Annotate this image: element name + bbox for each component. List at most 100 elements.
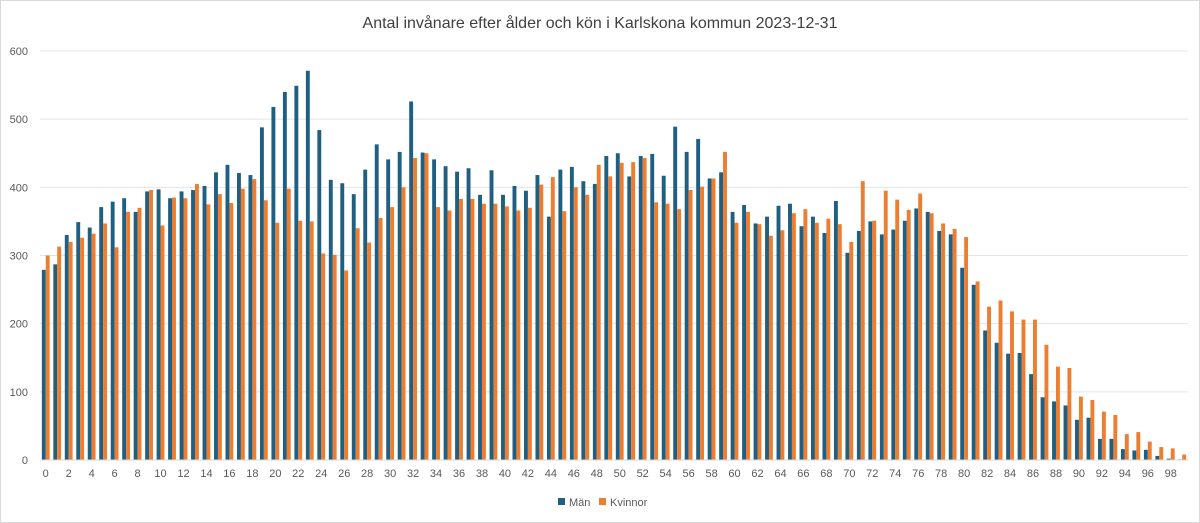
bar-kvinnor-age-37	[470, 198, 475, 460]
bar-kvinnor-age-43	[539, 184, 544, 460]
bar-kvinnor-age-40	[504, 206, 509, 460]
bar-man-age-85	[1017, 352, 1022, 460]
x-tick-label: 92	[1096, 468, 1108, 480]
bar-man-age-73	[879, 234, 884, 460]
bar-man-age-46	[569, 166, 574, 460]
bar-kvinnor-age-38	[481, 203, 486, 460]
bar-man-age-52	[638, 155, 643, 460]
bar-man-age-74	[891, 229, 896, 460]
bar-kvinnor-age-27	[355, 228, 360, 460]
bar-kvinnor-age-78	[941, 223, 946, 460]
legend-swatch-man	[558, 498, 565, 505]
bar-man-age-4	[87, 227, 92, 460]
bar-man-age-94	[1120, 449, 1125, 460]
x-tick-label: 52	[637, 468, 649, 480]
bar-man-age-55	[673, 126, 678, 460]
bar-man-age-38	[478, 194, 482, 460]
bar-kvinnor-age-25	[332, 254, 337, 460]
bar-man-age-28	[363, 169, 368, 461]
x-tick-label: 70	[843, 468, 855, 480]
bar-man-age-19	[259, 127, 264, 460]
x-tick-label: 64	[774, 468, 786, 480]
bar-kvinnor-age-41	[516, 210, 521, 460]
x-tick-label: 80	[958, 468, 970, 480]
y-tick-label: 500	[10, 114, 28, 126]
x-tick-label: 76	[912, 468, 924, 480]
x-tick-label: 8	[135, 468, 141, 480]
bar-man-age-37	[466, 168, 471, 460]
y-tick-label: 100	[10, 387, 28, 399]
bar-kvinnor-age-71	[860, 181, 865, 460]
bar-kvinnor-age-26	[344, 270, 349, 460]
bar-kvinnor-age-89	[1067, 367, 1072, 460]
bar-kvinnor-age-61	[746, 211, 750, 460]
bar-kvinnor-age-9	[149, 190, 153, 460]
bar-kvinnor-age-68	[826, 218, 831, 460]
bar-kvinnor-age-39	[493, 203, 498, 460]
bar-kvinnor-age-63	[768, 235, 773, 460]
x-tick-label: 34	[430, 468, 442, 480]
bar-kvinnor-age-5	[103, 223, 108, 460]
bar-kvinnor-age-36	[459, 198, 463, 460]
y-tick-label: 400	[10, 182, 28, 194]
x-tick-label: 86	[1027, 468, 1039, 480]
bar-kvinnor-age-86	[1033, 319, 1037, 460]
bar-kvinnor-age-31	[401, 187, 406, 461]
bar-man-age-69	[833, 200, 838, 460]
bar-man-age-65	[788, 203, 792, 460]
bar-kvinnor-age-7	[126, 211, 131, 460]
legend-swatch-kvinnor	[599, 498, 606, 505]
bar-kvinnor-age-92	[1101, 411, 1106, 460]
bar-man-age-98	[1166, 458, 1171, 460]
bar-kvinnor-age-73	[883, 190, 888, 460]
bar-man-age-10	[156, 189, 161, 460]
bar-kvinnor-age-59	[723, 151, 727, 461]
bar-kvinnor-age-0	[45, 255, 50, 460]
bar-man-age-80	[960, 267, 965, 460]
bar-man-age-49	[604, 155, 609, 460]
bar-kvinnor-age-74	[895, 199, 900, 460]
bar-kvinnor-age-45	[562, 211, 567, 460]
bar-kvinnor-age-35	[447, 210, 452, 460]
bar-man-age-9	[145, 191, 150, 460]
bar-man-age-84	[1006, 353, 1011, 460]
bar-man-age-23	[305, 70, 310, 460]
legend: Män Kvinnor	[558, 497, 648, 509]
bar-kvinnor-age-76	[918, 193, 923, 461]
bar-kvinnor-age-84	[1010, 311, 1014, 460]
bar-man-age-47	[581, 181, 586, 460]
x-tick-label: 78	[935, 468, 947, 480]
x-tick-label: 2	[66, 468, 72, 480]
bar-kvinnor-age-93	[1113, 415, 1118, 460]
bar-man-age-51	[627, 176, 632, 460]
bar-man-age-97	[1155, 455, 1160, 460]
bar-kvinnor-age-54	[665, 203, 670, 460]
bar-man-age-41	[512, 185, 517, 460]
bar-man-age-27	[351, 194, 356, 460]
bar-kvinnor-age-72	[872, 220, 877, 460]
bar-man-age-63	[765, 216, 769, 460]
x-tick-label: 20	[269, 468, 281, 480]
x-tick-label: 14	[200, 468, 212, 480]
bar-kvinnor-age-32	[413, 158, 418, 460]
bar-kvinnor-age-62	[757, 224, 762, 460]
bars	[41, 70, 1187, 461]
y-tick-label: 600	[10, 46, 28, 58]
bar-man-age-30	[386, 159, 391, 460]
bar-man-age-45	[558, 169, 563, 461]
bar-kvinnor-age-28	[367, 242, 372, 460]
bar-man-age-54	[661, 175, 666, 460]
bar-man-age-20	[271, 106, 276, 460]
chart-title: Antal invånare efter ålder och kön i Kar…	[363, 14, 838, 32]
bar-man-age-34	[432, 159, 437, 460]
bar-kvinnor-age-87	[1044, 344, 1049, 460]
bar-man-age-13	[191, 190, 195, 460]
bar-kvinnor-age-94	[1124, 434, 1129, 460]
y-tick-label: 0	[22, 455, 28, 467]
legend-label-man: Män	[569, 497, 590, 509]
bar-kvinnor-age-8	[137, 207, 142, 460]
bar-kvinnor-age-10	[160, 225, 165, 460]
bar-man-age-2	[64, 235, 69, 460]
bar-kvinnor-age-96	[1147, 441, 1152, 460]
bar-kvinnor-age-85	[1021, 319, 1026, 460]
